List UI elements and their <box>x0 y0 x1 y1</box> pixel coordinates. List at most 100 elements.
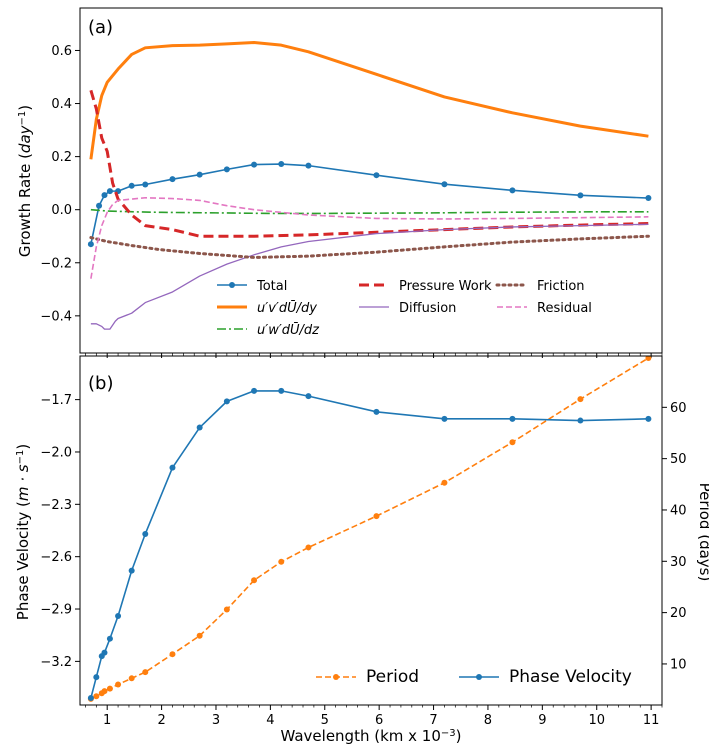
series-total-point <box>142 181 149 188</box>
panel-b-right-y-axis-label: Period (days) <box>696 483 709 582</box>
series-total-point <box>87 241 94 248</box>
y-tick-label: −2.3 <box>40 498 72 513</box>
series-total-point <box>251 161 258 168</box>
legend-entry-phase-velocity: Phase Velocity <box>459 667 632 687</box>
series-friction <box>89 234 650 259</box>
legend-marker <box>476 674 482 680</box>
series-phase-velocity-point <box>142 530 149 537</box>
y-tick-label: −1.7 <box>40 393 72 408</box>
legend-label-u-w-d-dz: u′w′dŪ/dz <box>257 323 320 338</box>
series-phase-velocity-point <box>577 417 584 424</box>
panel-a-x-ticks <box>85 353 663 358</box>
y-tick-label: −2.9 <box>40 603 72 618</box>
series-total-point <box>373 172 380 179</box>
legend-entry-period: Period <box>316 667 419 687</box>
panel-a-y-ticks: −0.4 −0.2 0.0 0.2 0.4 0.6 <box>40 44 80 324</box>
series-phase-velocity-point <box>441 415 448 422</box>
series-period-point <box>142 669 149 676</box>
panel-a-label: (a) <box>88 17 113 38</box>
legend-marker <box>229 282 235 288</box>
x-tick-label: 8 <box>484 713 492 728</box>
x-tick-label: 10 <box>588 713 605 728</box>
legend-label-residual: Residual <box>537 301 592 316</box>
series-period <box>87 356 652 702</box>
y-tick-label: 0.6 <box>51 44 72 59</box>
panel-a-frame <box>79 7 663 354</box>
y-tick-label: −2.6 <box>40 550 72 565</box>
series-total-point <box>169 176 176 183</box>
panel-b: 1 2 3 4 5 6 7 8 9 10 11 −3.2 −2.9 −2.6 −2.3 −2.0 −1.7 1… <box>14 355 709 745</box>
series-period-point <box>196 632 203 639</box>
panel-b-y-ticks: −3.2 −2.9 −2.6 −2.3 −2.0 −1.7 <box>40 393 80 670</box>
series-total-point <box>106 188 113 195</box>
series-phase-velocity <box>87 387 652 702</box>
series-period-point <box>106 685 113 692</box>
legend-label-u-v-d-dy: u′v′dŪ/dy <box>257 301 317 316</box>
series-total-point <box>577 192 584 199</box>
panel-b-y-axis-label: Phase Velocity (m · s−1) <box>14 444 32 620</box>
series-period-point <box>278 558 285 565</box>
series-period-point <box>577 396 584 403</box>
series-total-point <box>223 166 230 173</box>
panel-b-right-y-ticks: 10 20 30 40 50 60 <box>662 401 687 672</box>
legend-label-friction: Friction <box>537 279 585 294</box>
series-period-point <box>93 693 100 700</box>
right-y-tick-label: 20 <box>670 606 687 621</box>
y-tick-label: 0.0 <box>51 203 72 218</box>
series-total-point <box>645 195 652 202</box>
y-tick-label: −0.4 <box>40 309 72 324</box>
series-u-v-d-dy <box>89 41 649 160</box>
right-y-tick-label: 50 <box>670 452 687 467</box>
series-phase-velocity-point <box>169 464 176 471</box>
series-phase-velocity-point <box>305 393 312 400</box>
legend-label-period: Period <box>366 667 419 687</box>
y-tick-label: −0.2 <box>40 256 72 271</box>
right-y-tick-label: 40 <box>670 503 687 518</box>
series-phase-velocity-point <box>93 674 100 681</box>
panel-a: −0.4 −0.2 0.0 0.2 0.4 0.6 (a) Growth Rate (da… <box>16 7 663 358</box>
legend-entry-diffusion: Diffusion <box>359 301 456 316</box>
series-period-point <box>509 439 516 446</box>
series-phase-velocity-point <box>251 387 258 394</box>
series-period-point <box>101 688 108 695</box>
legend-label-diffusion: Diffusion <box>399 301 456 316</box>
series-total-point <box>128 182 135 189</box>
right-y-tick-label: 30 <box>670 555 687 570</box>
series-phase-velocity-point <box>106 635 113 642</box>
series-phase-velocity-point <box>101 649 108 656</box>
y-tick-label: 0.4 <box>51 97 72 112</box>
panel-a-series <box>87 41 652 330</box>
series-phase-velocity-line <box>90 390 649 699</box>
right-y-tick-label: 10 <box>670 657 687 672</box>
series-period-point <box>305 544 312 551</box>
series-phase-velocity-point <box>509 415 516 422</box>
series-phase-velocity-point <box>278 387 285 394</box>
series-period-point <box>373 513 380 520</box>
series-period-point <box>251 577 258 584</box>
legend-entry-pressure-work: Pressure Work <box>359 279 492 294</box>
series-total-point <box>509 187 516 194</box>
series-phase-velocity-point <box>115 613 122 619</box>
panel-a-legend: Total u′v′dŪ/dy u′w′dŪ/dz Pressure Work Diff… <box>217 279 592 338</box>
series-period-point <box>645 356 652 362</box>
series-residual <box>90 196 649 279</box>
series-period-point <box>128 675 135 682</box>
legend-entry-u-w-d-dz: u′w′dŪ/dz <box>217 323 320 338</box>
legend-entry-u-v-d-dy: u′v′dŪ/dy <box>217 301 317 316</box>
legend-entry-total: Total <box>217 279 287 294</box>
x-tick-label: 1 <box>103 713 111 728</box>
series-total-point <box>441 181 448 188</box>
x-tick-label: 9 <box>538 713 546 728</box>
x-tick-label: 2 <box>157 713 165 728</box>
panel-b-legend: Period Phase Velocity <box>316 667 632 687</box>
panel-b-label: (b) <box>88 373 113 394</box>
panel-a-y-axis-label: Growth Rate (day−1) <box>16 105 34 257</box>
series-total-point <box>196 171 203 178</box>
series-pressure-work <box>89 89 649 238</box>
series-residual-line <box>90 196 649 279</box>
series-period-point <box>115 681 122 688</box>
series-phase-velocity-point <box>128 567 135 574</box>
series-total-point <box>96 202 103 209</box>
y-tick-label: 0.2 <box>51 150 72 165</box>
